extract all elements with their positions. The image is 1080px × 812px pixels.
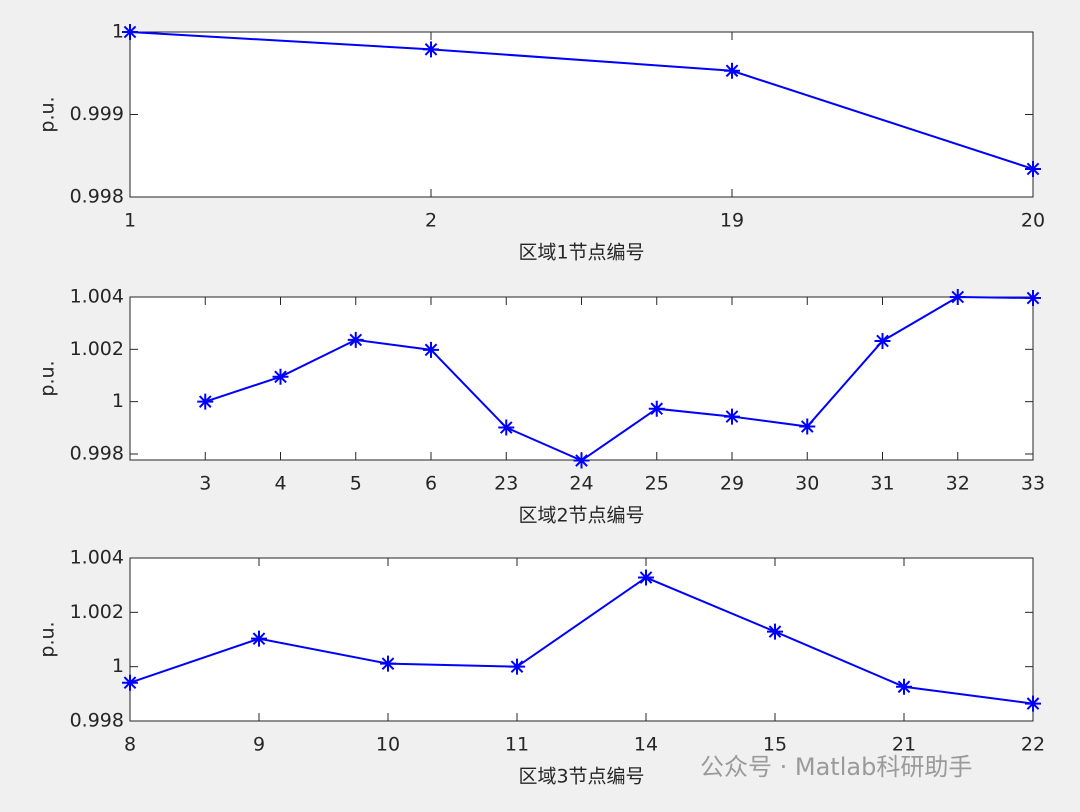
x-tick-label: 29 bbox=[720, 473, 744, 495]
x-tick-label: 31 bbox=[870, 473, 894, 495]
marker bbox=[423, 341, 439, 358]
axes bbox=[129, 557, 1034, 722]
marker bbox=[380, 655, 396, 672]
y-tick-label: 0.999 bbox=[70, 103, 124, 125]
x-tick-label: 10 bbox=[376, 734, 400, 756]
x-tick-label: 11 bbox=[505, 734, 529, 756]
x-tick-label: 19 bbox=[720, 210, 744, 232]
x-tick-label: 8 bbox=[124, 734, 136, 756]
marker bbox=[949, 289, 966, 305]
y-tick-label: 1.004 bbox=[70, 547, 124, 569]
x-tick-label: 25 bbox=[645, 473, 669, 495]
x-tick-label: 33 bbox=[1021, 473, 1045, 495]
marker bbox=[272, 368, 289, 385]
y-tick-label: 0.998 bbox=[70, 186, 124, 208]
marker bbox=[1025, 695, 1041, 712]
data-line bbox=[204, 295, 1034, 462]
x-tick-label: 24 bbox=[569, 473, 593, 495]
x-tick-label: 3 bbox=[199, 473, 211, 495]
marker bbox=[648, 400, 665, 417]
data-line bbox=[129, 576, 1034, 705]
marker bbox=[122, 24, 138, 40]
watermark: 公众号 · Matlab科研助手 bbox=[700, 753, 972, 781]
marker bbox=[896, 678, 912, 695]
x-tick-label: 2 bbox=[425, 210, 437, 232]
marker bbox=[498, 419, 515, 436]
marker bbox=[1025, 160, 1041, 177]
marker bbox=[509, 658, 525, 675]
marker bbox=[122, 674, 138, 691]
marker bbox=[874, 332, 891, 349]
y-axis-label: p.u. bbox=[37, 96, 59, 132]
x-tick-label: 4 bbox=[274, 473, 286, 495]
marker bbox=[767, 623, 783, 640]
y-tick-label: 1.002 bbox=[70, 338, 124, 360]
marker bbox=[423, 41, 439, 58]
x-tick-label: 6 bbox=[425, 473, 437, 495]
x-axis-label: 区域2节点编号 bbox=[518, 505, 644, 527]
marker bbox=[573, 452, 590, 469]
marker bbox=[724, 62, 740, 79]
y-tick-label: 0.998 bbox=[70, 442, 124, 464]
x-tick-label: 5 bbox=[350, 473, 362, 495]
marker bbox=[251, 630, 267, 647]
marker bbox=[1025, 290, 1041, 307]
x-tick-label: 22 bbox=[1021, 734, 1045, 756]
x-tick-label: 21 bbox=[892, 734, 916, 756]
marker bbox=[724, 408, 740, 425]
data-line bbox=[129, 31, 1034, 170]
marker bbox=[638, 569, 654, 586]
axes bbox=[129, 31, 1034, 198]
x-tick-label: 9 bbox=[253, 734, 265, 756]
y-tick-label: 1.002 bbox=[70, 601, 124, 623]
marker bbox=[197, 393, 214, 410]
x-axis-label: 区域1节点编号 bbox=[518, 242, 644, 264]
x-tick-label: 23 bbox=[494, 473, 518, 495]
y-tick-label: 1.004 bbox=[70, 286, 124, 308]
x-axis-label: 区域3节点编号 bbox=[518, 766, 644, 788]
x-tick-label: 14 bbox=[634, 734, 658, 756]
y-axis-label: p.u. bbox=[37, 360, 59, 396]
y-tick-label: 1 bbox=[112, 655, 124, 677]
x-tick-label: 15 bbox=[763, 734, 787, 756]
x-tick-label: 20 bbox=[1021, 210, 1045, 232]
y-tick-label: 0.998 bbox=[70, 710, 124, 732]
axes bbox=[129, 296, 1034, 461]
x-tick-label: 30 bbox=[795, 473, 819, 495]
marker bbox=[799, 418, 816, 435]
y-tick-label: 1 bbox=[112, 390, 124, 412]
marker bbox=[347, 331, 364, 348]
x-tick-label: 1 bbox=[124, 210, 136, 232]
y-axis-label: p.u. bbox=[37, 621, 59, 657]
y-tick-label: 1 bbox=[112, 21, 124, 43]
x-tick-label: 32 bbox=[946, 473, 970, 495]
